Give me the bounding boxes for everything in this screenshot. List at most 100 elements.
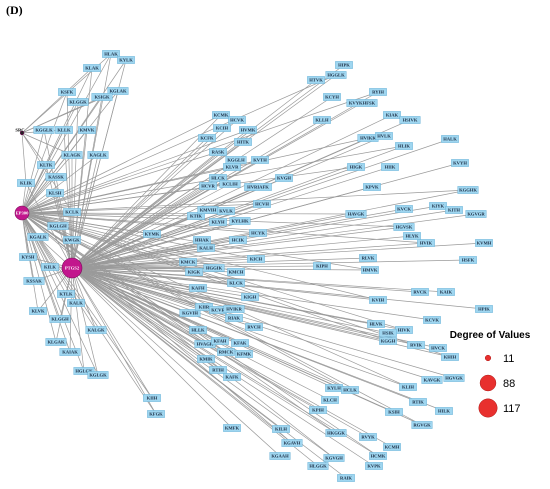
node-label: RVCH — [247, 325, 261, 330]
node-label: RVIK — [410, 343, 422, 348]
peptide-node — [199, 182, 217, 190]
node-label: KYMK — [145, 232, 160, 237]
node-label: KGGLH — [227, 158, 245, 163]
node-label: HCYK — [251, 231, 265, 236]
peptide-node — [244, 183, 272, 191]
peptide-node — [23, 277, 45, 285]
peptide-node — [58, 88, 76, 96]
node-label: KCLK — [65, 210, 79, 215]
node-label: HAVGK — [348, 212, 365, 217]
node-label: KLLH — [315, 118, 329, 123]
node-label: KYLHK — [231, 219, 249, 224]
node-label: KICH — [250, 257, 263, 262]
edge — [71, 257, 369, 269]
peptide-node — [325, 429, 347, 437]
peptide-node — [189, 284, 207, 292]
edge — [71, 267, 237, 284]
peptide-node — [19, 253, 37, 261]
node-label: HCVR — [201, 184, 215, 189]
legend-title: Degree of Values — [450, 330, 531, 341]
target-node — [14, 205, 30, 221]
node-label: HGVSK — [396, 225, 413, 230]
node-label: KLIK — [20, 181, 32, 186]
peptide-node — [179, 258, 197, 266]
node-label: KAIK — [440, 290, 453, 295]
node-label: HCMK — [371, 454, 386, 459]
peptide-node — [395, 205, 413, 213]
edge — [21, 151, 219, 214]
edge — [71, 159, 261, 269]
node-label: KCMH — [385, 445, 400, 450]
edge — [71, 114, 393, 269]
peptide-node — [379, 329, 397, 337]
node-label: KGALK — [29, 235, 47, 240]
edge — [71, 267, 337, 434]
node-label: KGGH — [381, 339, 396, 344]
node-label: KIPH — [316, 264, 328, 269]
peptide-node — [383, 443, 401, 451]
edge — [71, 226, 405, 269]
edge — [21, 129, 88, 214]
edge — [71, 233, 153, 269]
peptide-node — [445, 206, 463, 214]
edge — [21, 212, 39, 312]
node-label: KLIH — [402, 385, 414, 390]
peptide-node — [209, 366, 227, 374]
edge — [21, 132, 27, 184]
peptide-node — [229, 236, 247, 244]
node-label: RASK — [212, 150, 225, 155]
node-label: KSSAK — [26, 279, 42, 284]
edge — [21, 212, 423, 426]
peptide-node — [211, 337, 229, 345]
node-label: KLSH — [49, 191, 62, 196]
edge — [21, 212, 293, 444]
peptide-node — [457, 186, 479, 194]
edge — [71, 235, 413, 269]
node-label: KGLGK — [89, 373, 107, 378]
peptide-node — [45, 338, 67, 346]
edge — [71, 267, 379, 457]
peptide-node — [78, 126, 96, 134]
node-label: KMCH — [229, 270, 244, 275]
peptide-node — [225, 156, 247, 164]
edge — [71, 259, 469, 269]
edge — [71, 267, 409, 388]
node-label: KSFK — [61, 90, 74, 95]
peptide-node — [385, 408, 403, 416]
edge — [71, 166, 357, 269]
edge — [45, 164, 73, 269]
edge — [21, 67, 93, 214]
peptide-node — [209, 218, 227, 226]
edge — [71, 267, 85, 372]
peptide-node — [367, 320, 385, 328]
peptide-node — [321, 396, 339, 404]
node-label: RVYK — [361, 435, 375, 440]
node-label: HCIK — [232, 238, 245, 243]
node-label: KVPK — [367, 464, 381, 469]
peptide-node — [228, 116, 246, 124]
peptide-node — [346, 99, 378, 107]
edge — [71, 129, 88, 269]
panel-label: (D) — [6, 3, 23, 17]
peptide-node — [411, 288, 429, 296]
node-label: KIYK — [432, 204, 445, 209]
peptide-node — [49, 315, 71, 323]
edge — [71, 267, 379, 301]
node-label: KPVK — [365, 185, 379, 190]
peptide-node — [239, 126, 257, 134]
edge — [71, 232, 259, 269]
peptide-node — [359, 254, 377, 262]
node-label: HGLGK — [75, 369, 93, 374]
peptide-node — [429, 344, 447, 352]
peptide-node — [411, 421, 433, 429]
peptide-node — [247, 255, 265, 263]
peptide-node — [87, 371, 109, 379]
edge — [71, 239, 203, 269]
peptide-node — [423, 316, 441, 324]
node-label: KYLH — [327, 386, 341, 391]
node-label: HGGLK — [327, 73, 345, 78]
target-label: SRC — [15, 128, 24, 133]
node-label: HGVGK — [445, 376, 463, 381]
node-label: KPIH — [312, 408, 324, 413]
